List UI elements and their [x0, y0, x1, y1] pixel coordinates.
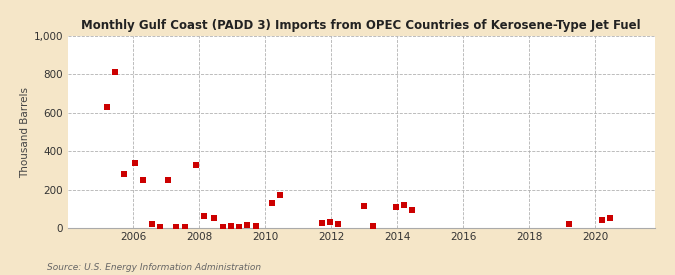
- Point: [267, 201, 277, 205]
- Point: [199, 213, 210, 218]
- Point: [407, 208, 418, 212]
- Point: [333, 222, 344, 227]
- Point: [102, 105, 113, 109]
- Point: [367, 224, 378, 229]
- Point: [146, 222, 157, 227]
- Point: [225, 224, 236, 229]
- Point: [110, 70, 121, 75]
- Point: [359, 204, 370, 208]
- Title: Monthly Gulf Coast (PADD 3) Imports from OPEC Countries of Kerosene-Type Jet Fue: Monthly Gulf Coast (PADD 3) Imports from…: [81, 19, 641, 32]
- Point: [155, 225, 165, 229]
- Point: [605, 216, 616, 220]
- Point: [242, 223, 252, 227]
- Point: [217, 225, 228, 229]
- Point: [564, 222, 574, 227]
- Text: Source: U.S. Energy Information Administration: Source: U.S. Energy Information Administ…: [47, 263, 261, 272]
- Point: [250, 224, 261, 229]
- Point: [234, 225, 244, 229]
- Point: [597, 217, 608, 222]
- Point: [130, 161, 140, 165]
- Point: [138, 178, 148, 182]
- Point: [316, 221, 327, 226]
- Point: [390, 205, 401, 209]
- Point: [325, 220, 335, 225]
- Point: [399, 203, 410, 207]
- Y-axis label: Thousand Barrels: Thousand Barrels: [20, 87, 30, 177]
- Point: [209, 216, 220, 220]
- Point: [191, 163, 202, 167]
- Point: [275, 192, 286, 197]
- Point: [180, 225, 190, 229]
- Point: [118, 172, 129, 177]
- Point: [163, 178, 173, 182]
- Point: [171, 225, 182, 229]
